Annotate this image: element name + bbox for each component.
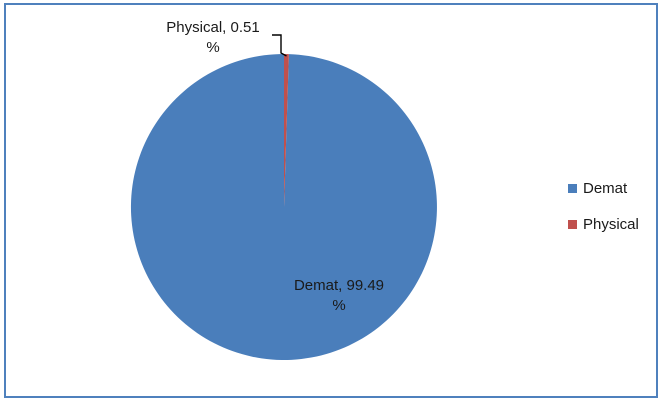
legend-label-physical: Physical [583, 215, 639, 233]
legend-swatch-demat [568, 183, 577, 193]
legend-swatch-physical [568, 219, 577, 229]
legend-item-physical: Physical [568, 214, 639, 234]
pie-slice-demat [130, 54, 437, 360]
data-label-physical: Physical, 0.51 % [154, 18, 272, 58]
legend-item-demat: Demat [568, 178, 639, 198]
data-label-physical-line1: Physical, 0.51 [166, 19, 260, 36]
legend-label-demat: Demat [583, 179, 628, 197]
legend: Demat Physical [568, 178, 639, 250]
data-label-demat-line2: % [332, 297, 346, 314]
data-label-demat-line1: Demat, 99.49 [293, 277, 385, 294]
pie-slice-physical [284, 54, 289, 207]
data-label-physical-line2: % [206, 39, 220, 56]
data-label-demat: Demat, 99.49 % [276, 276, 402, 316]
leader-line-physical [272, 34, 287, 57]
